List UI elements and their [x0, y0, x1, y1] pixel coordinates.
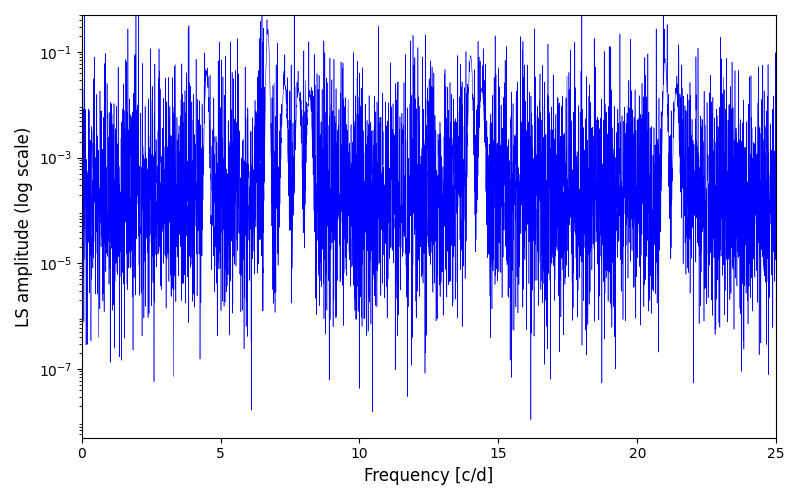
- X-axis label: Frequency [c/d]: Frequency [c/d]: [364, 467, 494, 485]
- Y-axis label: LS amplitude (log scale): LS amplitude (log scale): [15, 126, 33, 326]
